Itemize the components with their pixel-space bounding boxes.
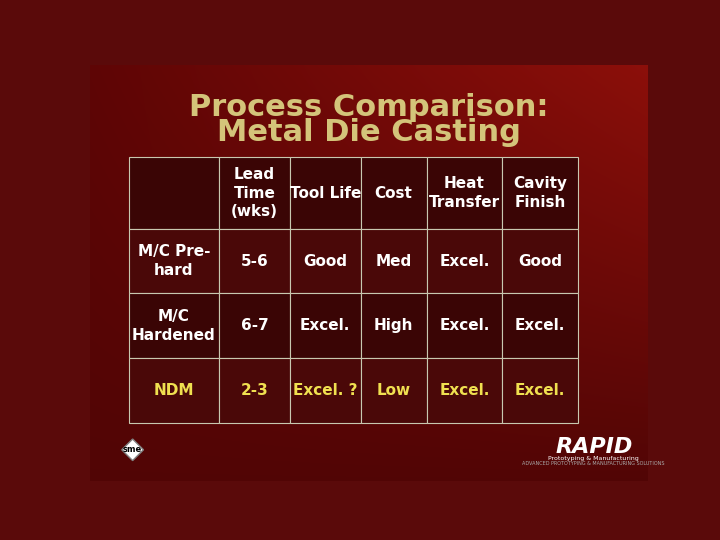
Text: Good: Good (303, 254, 347, 269)
Bar (361, 157, 426, 229)
Text: 5-6: 5-6 (240, 254, 269, 269)
Bar (426, 293, 503, 358)
Text: 2-3: 2-3 (240, 383, 269, 398)
Text: High: High (374, 318, 413, 333)
Bar (426, 157, 503, 229)
Text: Excel.: Excel. (300, 318, 351, 333)
Bar (290, 358, 361, 423)
Bar (129, 229, 219, 293)
Text: Lead
Time
(wks): Lead Time (wks) (231, 167, 278, 219)
Bar (129, 157, 219, 229)
Bar (503, 293, 578, 358)
Bar (219, 293, 290, 358)
Text: ADVANCED PROTOTYPING & MANUFACTURING SOLUTIONS: ADVANCED PROTOTYPING & MANUFACTURING SOL… (523, 461, 665, 466)
Text: Low: Low (377, 383, 410, 398)
Bar (219, 157, 290, 229)
Text: Process Comparison:: Process Comparison: (189, 93, 549, 122)
Text: NDM: NDM (153, 383, 194, 398)
Bar (426, 229, 503, 293)
Bar (426, 358, 503, 423)
Bar (290, 229, 361, 293)
Text: Heat
Transfer: Heat Transfer (429, 176, 500, 210)
Bar (219, 229, 290, 293)
Bar (129, 293, 219, 358)
Text: Excel.: Excel. (439, 318, 490, 333)
Bar (503, 157, 578, 229)
Text: Excel. ?: Excel. ? (293, 383, 358, 398)
Text: Cavity
Finish: Cavity Finish (513, 176, 567, 210)
Bar (290, 157, 361, 229)
Bar (361, 358, 426, 423)
Text: Cost: Cost (374, 186, 413, 200)
Text: Tool Life: Tool Life (289, 186, 361, 200)
Bar (503, 229, 578, 293)
Text: Prototyping & Manufacturing: Prototyping & Manufacturing (549, 456, 639, 461)
Text: Excel.: Excel. (439, 254, 490, 269)
Text: Excel.: Excel. (515, 383, 565, 398)
Bar (503, 358, 578, 423)
Polygon shape (122, 439, 143, 461)
Bar (129, 358, 219, 423)
Text: Metal Die Casting: Metal Die Casting (217, 118, 521, 147)
Text: M/C Pre-
hard: M/C Pre- hard (138, 245, 210, 278)
Text: Excel.: Excel. (515, 318, 565, 333)
Text: Good: Good (518, 254, 562, 269)
Text: M/C
Hardened: M/C Hardened (132, 309, 216, 342)
Text: RAPID: RAPID (555, 437, 632, 457)
Bar (361, 293, 426, 358)
Text: 6-7: 6-7 (240, 318, 269, 333)
Text: Excel.: Excel. (439, 383, 490, 398)
Bar (219, 358, 290, 423)
Bar (361, 229, 426, 293)
Bar (290, 293, 361, 358)
Text: Med: Med (376, 254, 412, 269)
Text: sme: sme (123, 446, 143, 454)
